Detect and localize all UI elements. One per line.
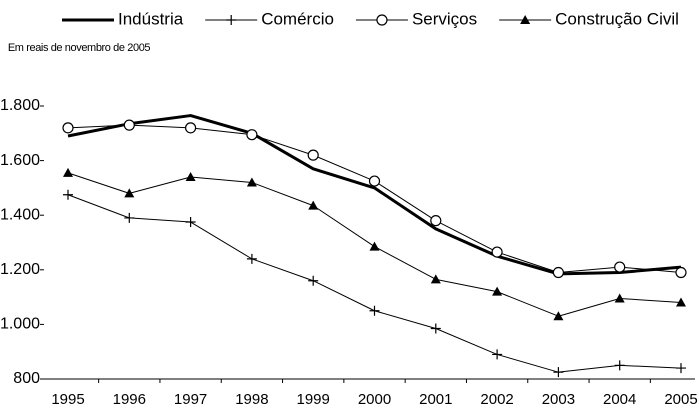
y-tick-label: 1.600 — [0, 152, 40, 169]
data-point — [552, 266, 565, 279]
data-point — [62, 122, 74, 134]
x-tick-label: 2000 — [358, 391, 391, 408]
data-point — [124, 188, 135, 198]
y-tick-label: 1.000 — [0, 316, 40, 333]
y-axis-label: Em reais de novembro de 2005 — [7, 42, 151, 54]
x-tick-label: 1998 — [235, 391, 268, 408]
data-point — [185, 217, 196, 228]
data-point — [63, 167, 73, 177]
data-point — [430, 215, 442, 227]
legend-label: Serviços — [412, 9, 477, 28]
data-point — [123, 119, 135, 131]
data-point — [308, 200, 319, 210]
y-tick-label: 1.400 — [0, 206, 40, 223]
y-tick-label: 1.800 — [0, 97, 40, 114]
x-tick-label: 2005 — [664, 391, 697, 408]
legend-label: Construção Civil — [555, 9, 679, 28]
data-point — [614, 293, 625, 303]
data-point — [491, 246, 503, 258]
data-point — [185, 171, 196, 181]
x-tick-label: 2004 — [603, 391, 636, 408]
data-point — [246, 253, 257, 264]
data-point — [430, 323, 441, 334]
data-point — [369, 305, 380, 316]
data-point — [369, 241, 380, 251]
legend-marker — [376, 14, 388, 26]
data-point — [246, 177, 257, 187]
legend-label: Comércio — [261, 9, 334, 28]
data-point — [492, 286, 503, 296]
data-point — [124, 212, 135, 223]
x-tick-label: 2002 — [480, 391, 513, 408]
data-point — [553, 311, 564, 321]
legend-label: Indústria — [118, 9, 184, 28]
legend-marker — [226, 15, 237, 25]
y-tick-label: 1.200 — [0, 261, 40, 278]
y-tick-label: 800 — [13, 370, 40, 387]
series-line — [67, 114, 682, 276]
data-point — [430, 274, 441, 284]
data-point — [308, 275, 319, 286]
x-tick-label: 2001 — [419, 391, 452, 408]
x-tick-label: 1996 — [113, 391, 146, 408]
data-point — [676, 297, 686, 307]
data-point — [492, 349, 503, 360]
data-point — [63, 189, 73, 200]
data-point — [614, 261, 626, 273]
x-tick-label: 1995 — [51, 391, 84, 408]
data-point — [614, 360, 625, 371]
data-point — [675, 266, 687, 279]
x-tick-label: 1997 — [174, 391, 207, 408]
data-point — [307, 149, 319, 161]
data-point — [368, 175, 381, 187]
x-tick-label: 2003 — [542, 391, 575, 408]
legend-marker — [520, 15, 531, 24]
data-point — [185, 122, 197, 134]
data-point — [246, 129, 258, 141]
data-point — [553, 367, 564, 378]
data-point — [676, 363, 686, 374]
x-tick-label: 1999 — [297, 391, 330, 408]
series-line — [67, 194, 682, 373]
